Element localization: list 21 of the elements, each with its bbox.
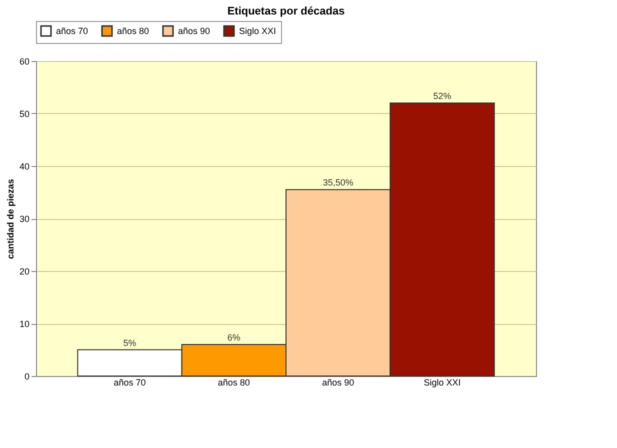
legend-label: años 70 bbox=[56, 26, 88, 36]
y-tick-label: 0 bbox=[24, 372, 30, 382]
x-tick-label: años 80 bbox=[218, 378, 250, 388]
y-tick-label: 10 bbox=[19, 319, 30, 329]
x-tick-label: Siglo XXI bbox=[424, 378, 461, 388]
legend-label: años 80 bbox=[117, 26, 150, 36]
legend-label: años 90 bbox=[178, 26, 210, 36]
y-axis-title: cantidad de piezas bbox=[5, 178, 16, 260]
y-tick-label: 40 bbox=[19, 162, 30, 172]
x-tick-label: años 90 bbox=[322, 378, 354, 388]
y-tick-label: 20 bbox=[19, 266, 30, 276]
chart-title: Etiquetas por décadas bbox=[227, 6, 345, 18]
y-tick-label: 30 bbox=[19, 214, 30, 224]
data-label: 5% bbox=[123, 338, 136, 348]
y-tick-label: 60 bbox=[19, 56, 30, 66]
data-label: 35,50% bbox=[322, 178, 354, 188]
x-tick-label: años 70 bbox=[114, 378, 146, 388]
legend-label: Siglo XXI bbox=[239, 26, 276, 36]
data-label: 6% bbox=[227, 332, 240, 342]
data-label: 52% bbox=[433, 91, 452, 101]
y-tick-label: 50 bbox=[19, 109, 30, 119]
